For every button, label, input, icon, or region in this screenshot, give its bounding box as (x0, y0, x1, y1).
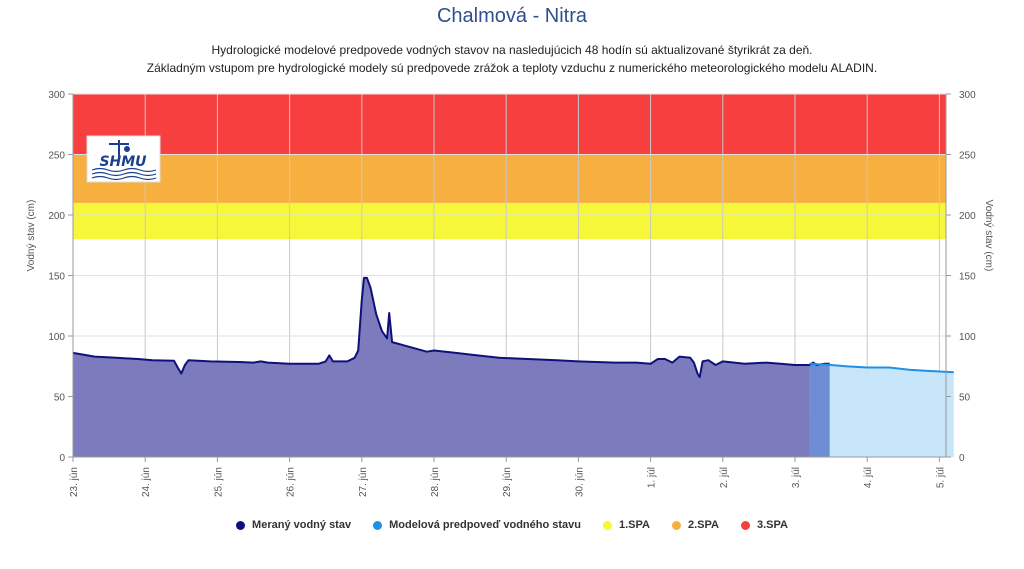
legend-dot-spa3 (740, 520, 750, 530)
y-tick-label-right: 0 (959, 453, 965, 464)
legend-dot-measured (236, 520, 246, 530)
legend-item-forecast[interactable]: Modelová predpoveď vodného stavu (373, 519, 581, 531)
shmu-logo-cup (124, 146, 130, 152)
legend-item-measured[interactable]: Meraný vodný stav (236, 519, 351, 531)
legend-item-spa1[interactable]: 1.SPA (602, 519, 650, 531)
x-tick-label: 30. jún (574, 467, 585, 497)
shmu-logo-wave (91, 171, 157, 177)
x-tick-label: 29. jún (502, 467, 513, 497)
legend-label-measured: Meraný vodný stav (252, 519, 352, 531)
y-tick-label-right: 300 (959, 90, 976, 101)
x-tick-label: 26. jún (286, 467, 297, 497)
legend-label-spa2: 2.SPA (687, 519, 719, 531)
forecast-line (809, 362, 954, 374)
shmu-logo-wave (91, 167, 157, 173)
y-tick-label-left: 0 (59, 453, 65, 464)
x-tick-label: 4. júl (863, 467, 874, 488)
band-3spa (73, 94, 946, 155)
chart-subtitle-line-2: Základným vstupom pre hydrologické model… (146, 61, 878, 75)
y-axis-title-right: Vodný stav (cm) (983, 200, 994, 272)
y-tick-label-right: 50 (959, 393, 971, 404)
y-tick-label-left: 250 (48, 151, 65, 162)
measured-line (72, 276, 830, 379)
y-tick-label-right: 150 (959, 272, 976, 283)
chart-subtitle-line-1: Hydrologické modelové predpovede vodných… (211, 43, 813, 57)
x-tick-label: 3. júl (791, 467, 802, 488)
legend-dot-spa1 (602, 520, 612, 530)
y-tick-label-left: 150 (48, 272, 65, 283)
x-tick-label: 1. júl (647, 467, 658, 488)
shmu-logo-wave (91, 175, 157, 181)
legend-label-forecast: Modelová predpoveď vodného stavu (389, 519, 581, 531)
forecast-area (809, 363, 954, 457)
legend-item-spa3[interactable]: 3.SPA (740, 519, 788, 531)
legend-dot-forecast (373, 520, 383, 530)
shmu-logo-text: SHMU (99, 154, 147, 170)
band-2spa (73, 154, 946, 203)
x-tick-label: 25. jún (213, 467, 224, 497)
legend-dot-spa2 (671, 520, 681, 530)
y-tick-label-right: 250 (959, 151, 976, 162)
x-tick-label: 5. júl (935, 467, 946, 488)
x-tick-label: 23. jún (69, 467, 80, 497)
y-tick-label-left: 100 (48, 332, 65, 343)
x-tick-label: 24. jún (141, 467, 152, 497)
chart-legend: Meraný vodný stav Modelová predpoveď vod… (0, 519, 1024, 531)
y-tick-label-left: 300 (48, 90, 65, 101)
legend-item-spa2[interactable]: 2.SPA (671, 519, 719, 531)
overlap-area (809, 363, 830, 457)
y-tick-label-right: 100 (959, 332, 976, 343)
y-tick-label-right: 200 (959, 211, 976, 222)
measured-area (73, 277, 830, 457)
y-tick-label-left: 200 (48, 211, 65, 222)
chart-title: Chalmová - Nitra (436, 5, 588, 27)
legend-label-spa1: 1.SPA (618, 519, 650, 531)
legend-label-spa3: 3.SPA (756, 519, 788, 531)
y-tick-label-left: 50 (54, 393, 66, 404)
x-tick-label: 2. júl (719, 467, 730, 488)
x-tick-label: 27. jún (358, 467, 369, 497)
y-axis-title-left: Vodný stav (cm) (26, 200, 37, 272)
band-1spa (73, 202, 946, 240)
x-tick-label: 28. jún (430, 467, 441, 497)
